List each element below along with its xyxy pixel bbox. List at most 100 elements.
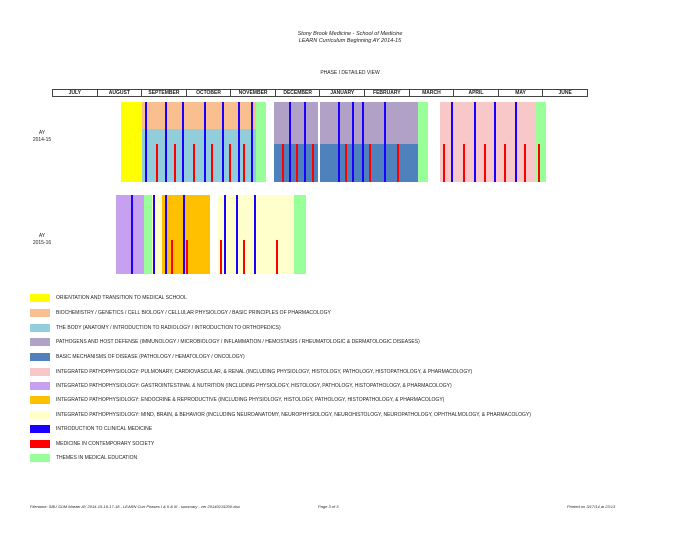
legend-swatch — [30, 396, 50, 404]
legend-label: PATHOGENS AND HOST DEFENSE (IMMUNOLOGY /… — [56, 339, 420, 345]
society-session — [296, 144, 298, 182]
clinical-session — [474, 102, 476, 182]
legend-swatch — [30, 324, 50, 332]
society-session — [276, 240, 278, 274]
clinical-session — [238, 102, 240, 182]
legend-swatch — [30, 353, 50, 361]
clinical-session — [362, 102, 364, 182]
society-session — [463, 144, 465, 182]
legend-swatch — [30, 454, 50, 462]
society-session — [369, 144, 371, 182]
block-themes — [144, 195, 152, 274]
society-session — [174, 144, 176, 182]
block-themes — [418, 102, 428, 182]
legend-item-clinical: INTRODUCTION TO CLINICAL MEDICINE — [30, 425, 680, 433]
month-header: APRIL — [454, 90, 499, 96]
society-session — [443, 144, 445, 182]
society-session — [345, 144, 347, 182]
legend-label: THE BODY (ANATOMY / INTRODUCTION TO RADI… — [56, 325, 281, 331]
month-header: AUGUST — [98, 90, 143, 96]
row-label-year: 2014-15 — [32, 137, 52, 143]
legend-swatch — [30, 440, 50, 448]
society-session — [504, 144, 506, 182]
society-session — [186, 240, 188, 274]
legend-item-themes: THEMES IN MEDICAL EDUCATION — [30, 454, 680, 462]
block-pulmonary — [440, 102, 536, 182]
month-header: MARCH — [410, 90, 455, 96]
clinical-session — [254, 195, 256, 274]
block-the-body — [142, 129, 256, 182]
block-themes — [294, 195, 306, 274]
clinical-session — [251, 102, 253, 182]
clinical-session — [236, 195, 238, 274]
legend-label: ORIENTATION AND TRANSITION TO MEDICAL SC… — [56, 295, 187, 301]
legend-item-endo: INTEGRATED PATHOPHYSIOLOGY: ENDOCRINE & … — [30, 396, 680, 404]
legend-label: BIOCHEMISTRY / GENETICS / CELL BIOLOGY /… — [56, 310, 331, 316]
clinical-session — [384, 102, 386, 182]
society-session — [282, 144, 284, 182]
society-session — [243, 144, 245, 182]
clinical-session — [338, 102, 340, 182]
clinical-session — [204, 102, 206, 182]
footer-printed-date: Printed on 3/17/14 at 23:13 — [567, 504, 616, 509]
legend-label: INTEGRATED PATHOPHYSIOLOGY: PULMONARY, C… — [56, 369, 473, 375]
month-header: JULY — [53, 90, 98, 96]
row-label-ay-2015-16: AY 2015-16 — [22, 233, 62, 247]
clinical-session — [222, 102, 224, 182]
clinical-session — [165, 102, 167, 182]
month-header: SEPTEMBER — [142, 90, 187, 96]
block-biochemistry — [142, 102, 256, 129]
society-session — [397, 144, 399, 182]
clinical-session — [153, 195, 155, 274]
month-header: MAY — [499, 90, 544, 96]
month-header: JANUARY — [320, 90, 366, 96]
footer-filename: Filename: SBU SOM Master AY 2014-15-16-1… — [30, 504, 241, 509]
legend-swatch — [30, 411, 50, 419]
society-session — [538, 144, 540, 182]
legend-item-pulm: INTEGRATED PATHOPHYSIOLOGY: PULMONARY, C… — [30, 368, 680, 376]
month-header: OCTOBER — [187, 90, 232, 96]
month-header: DECEMBER — [276, 90, 321, 96]
row-label-ay-2014-15: AY 2014-15 — [22, 130, 62, 144]
society-session — [524, 144, 526, 182]
view-title: PHASE I DETAILED VIEW — [320, 70, 380, 76]
block-themes — [256, 102, 266, 182]
legend-label: INTEGRATED PATHOPHYSIOLOGY: MIND, BRAIN,… — [56, 412, 531, 418]
block-orientation — [121, 102, 142, 182]
block-pathogens — [274, 102, 318, 144]
row-label-ay: AY — [38, 130, 46, 136]
legend-item-body: THE BODY (ANATOMY / INTRODUCTION TO RADI… — [30, 324, 680, 332]
block-pathogens — [320, 102, 418, 144]
clinical-session — [182, 102, 184, 182]
society-session — [229, 144, 231, 182]
legend-label: BASIC MECHANISMS OF DISEASE (PATHOLOGY /… — [56, 354, 245, 360]
clinical-session — [515, 102, 517, 182]
society-session — [171, 240, 173, 274]
block-mind — [152, 195, 162, 274]
legend-label: INTEGRATED PATHOPHYSIOLOGY: GASTROINTEST… — [56, 383, 452, 389]
footer-page-number: Page 3 of 3 — [318, 504, 339, 509]
clinical-session — [494, 102, 496, 182]
legend-swatch — [30, 309, 50, 317]
clinical-session — [183, 195, 185, 274]
clinical-session — [145, 102, 147, 182]
society-session — [243, 240, 245, 274]
legend-swatch — [30, 294, 50, 302]
month-header-row: JULY AUGUST SEPTEMBER OCTOBER NOVEMBER D… — [52, 89, 588, 97]
society-session — [484, 144, 486, 182]
document-subtitle: LEARN Curriculum Beginning AY 2014-15 — [298, 38, 402, 44]
clinical-session — [352, 102, 354, 182]
society-session — [193, 144, 195, 182]
society-session — [220, 240, 222, 274]
legend-item-mind: INTEGRATED PATHOPHYSIOLOGY: MIND, BRAIN,… — [30, 411, 680, 419]
legend-item-gi: INTEGRATED PATHOPHYSIOLOGY: GASTROINTEST… — [30, 382, 680, 390]
clinical-session — [289, 102, 291, 182]
legend-swatch — [30, 382, 50, 390]
society-session — [156, 144, 158, 182]
document-title: Stony Brook Medicine - School of Medicin… — [297, 31, 403, 37]
legend-item-society: MEDICINE IN CONTEMPORARY SOCIETY — [30, 440, 680, 448]
clinical-session — [451, 102, 453, 182]
block-mind — [218, 195, 294, 274]
legend-label: INTEGRATED PATHOPHYSIOLOGY: ENDOCRINE & … — [56, 397, 445, 403]
legend-swatch — [30, 425, 50, 433]
